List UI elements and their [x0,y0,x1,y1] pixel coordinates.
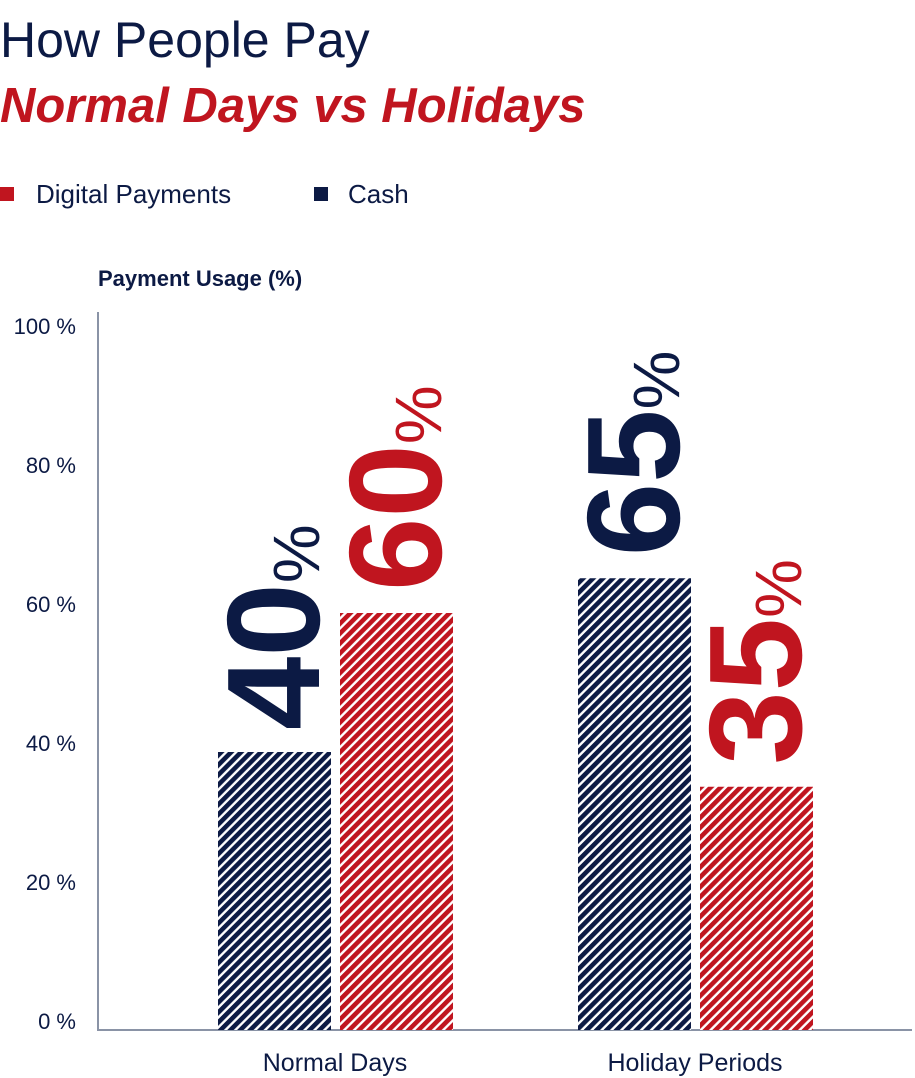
y-tick-label: 80 % [26,453,76,478]
x-tick-label: Holiday Periods [607,1049,782,1077]
data-label-suffix: % [259,524,333,583]
y-axis-label: Payment Usage (%) [98,266,302,291]
data-label-value: 60 [322,444,469,591]
data-label: 40% [200,524,347,730]
y-tick-label: 100 % [14,314,76,339]
data-label-suffix: % [381,385,455,444]
y-axis-ticks: 0 % 20 % 40 % 60 % 80 % 100 % [14,314,76,1034]
bar-cash-0 [218,752,331,1030]
chart-subtitle: Normal Days vs Holidays [0,79,586,133]
bars: 40% 65%60%35% [200,351,829,1030]
data-label: 35% [682,559,829,765]
data-label-suffix: % [741,559,815,618]
x-axis-labels: Normal Days Holiday Periods [263,1049,783,1077]
bar-cash-1 [578,578,691,1030]
x-tick-label: Normal Days [263,1049,407,1077]
legend-label-digital: Digital Payments [36,179,231,209]
data-label-value: 40 [200,583,347,730]
chart-title: How People Pay [0,12,370,68]
bar-digital-payments-0 [340,613,453,1030]
legend-swatch-cash [314,187,328,201]
legend: Digital Payments Cash [0,179,409,209]
y-tick-label: 60 % [26,592,76,617]
data-label-suffix: % [619,351,693,410]
legend-swatch-digital [0,187,14,201]
bar-digital-payments-1 [700,786,813,1030]
legend-label-cash: Cash [348,179,409,209]
y-tick-label: 20 % [26,870,76,895]
data-label-value: 35 [682,618,829,765]
y-tick-label: 40 % [26,731,76,756]
data-label: 65% [560,351,707,557]
data-label-value: 65 [560,409,707,556]
y-tick-label: 0 % [38,1009,76,1034]
data-label: 60% [322,385,469,591]
